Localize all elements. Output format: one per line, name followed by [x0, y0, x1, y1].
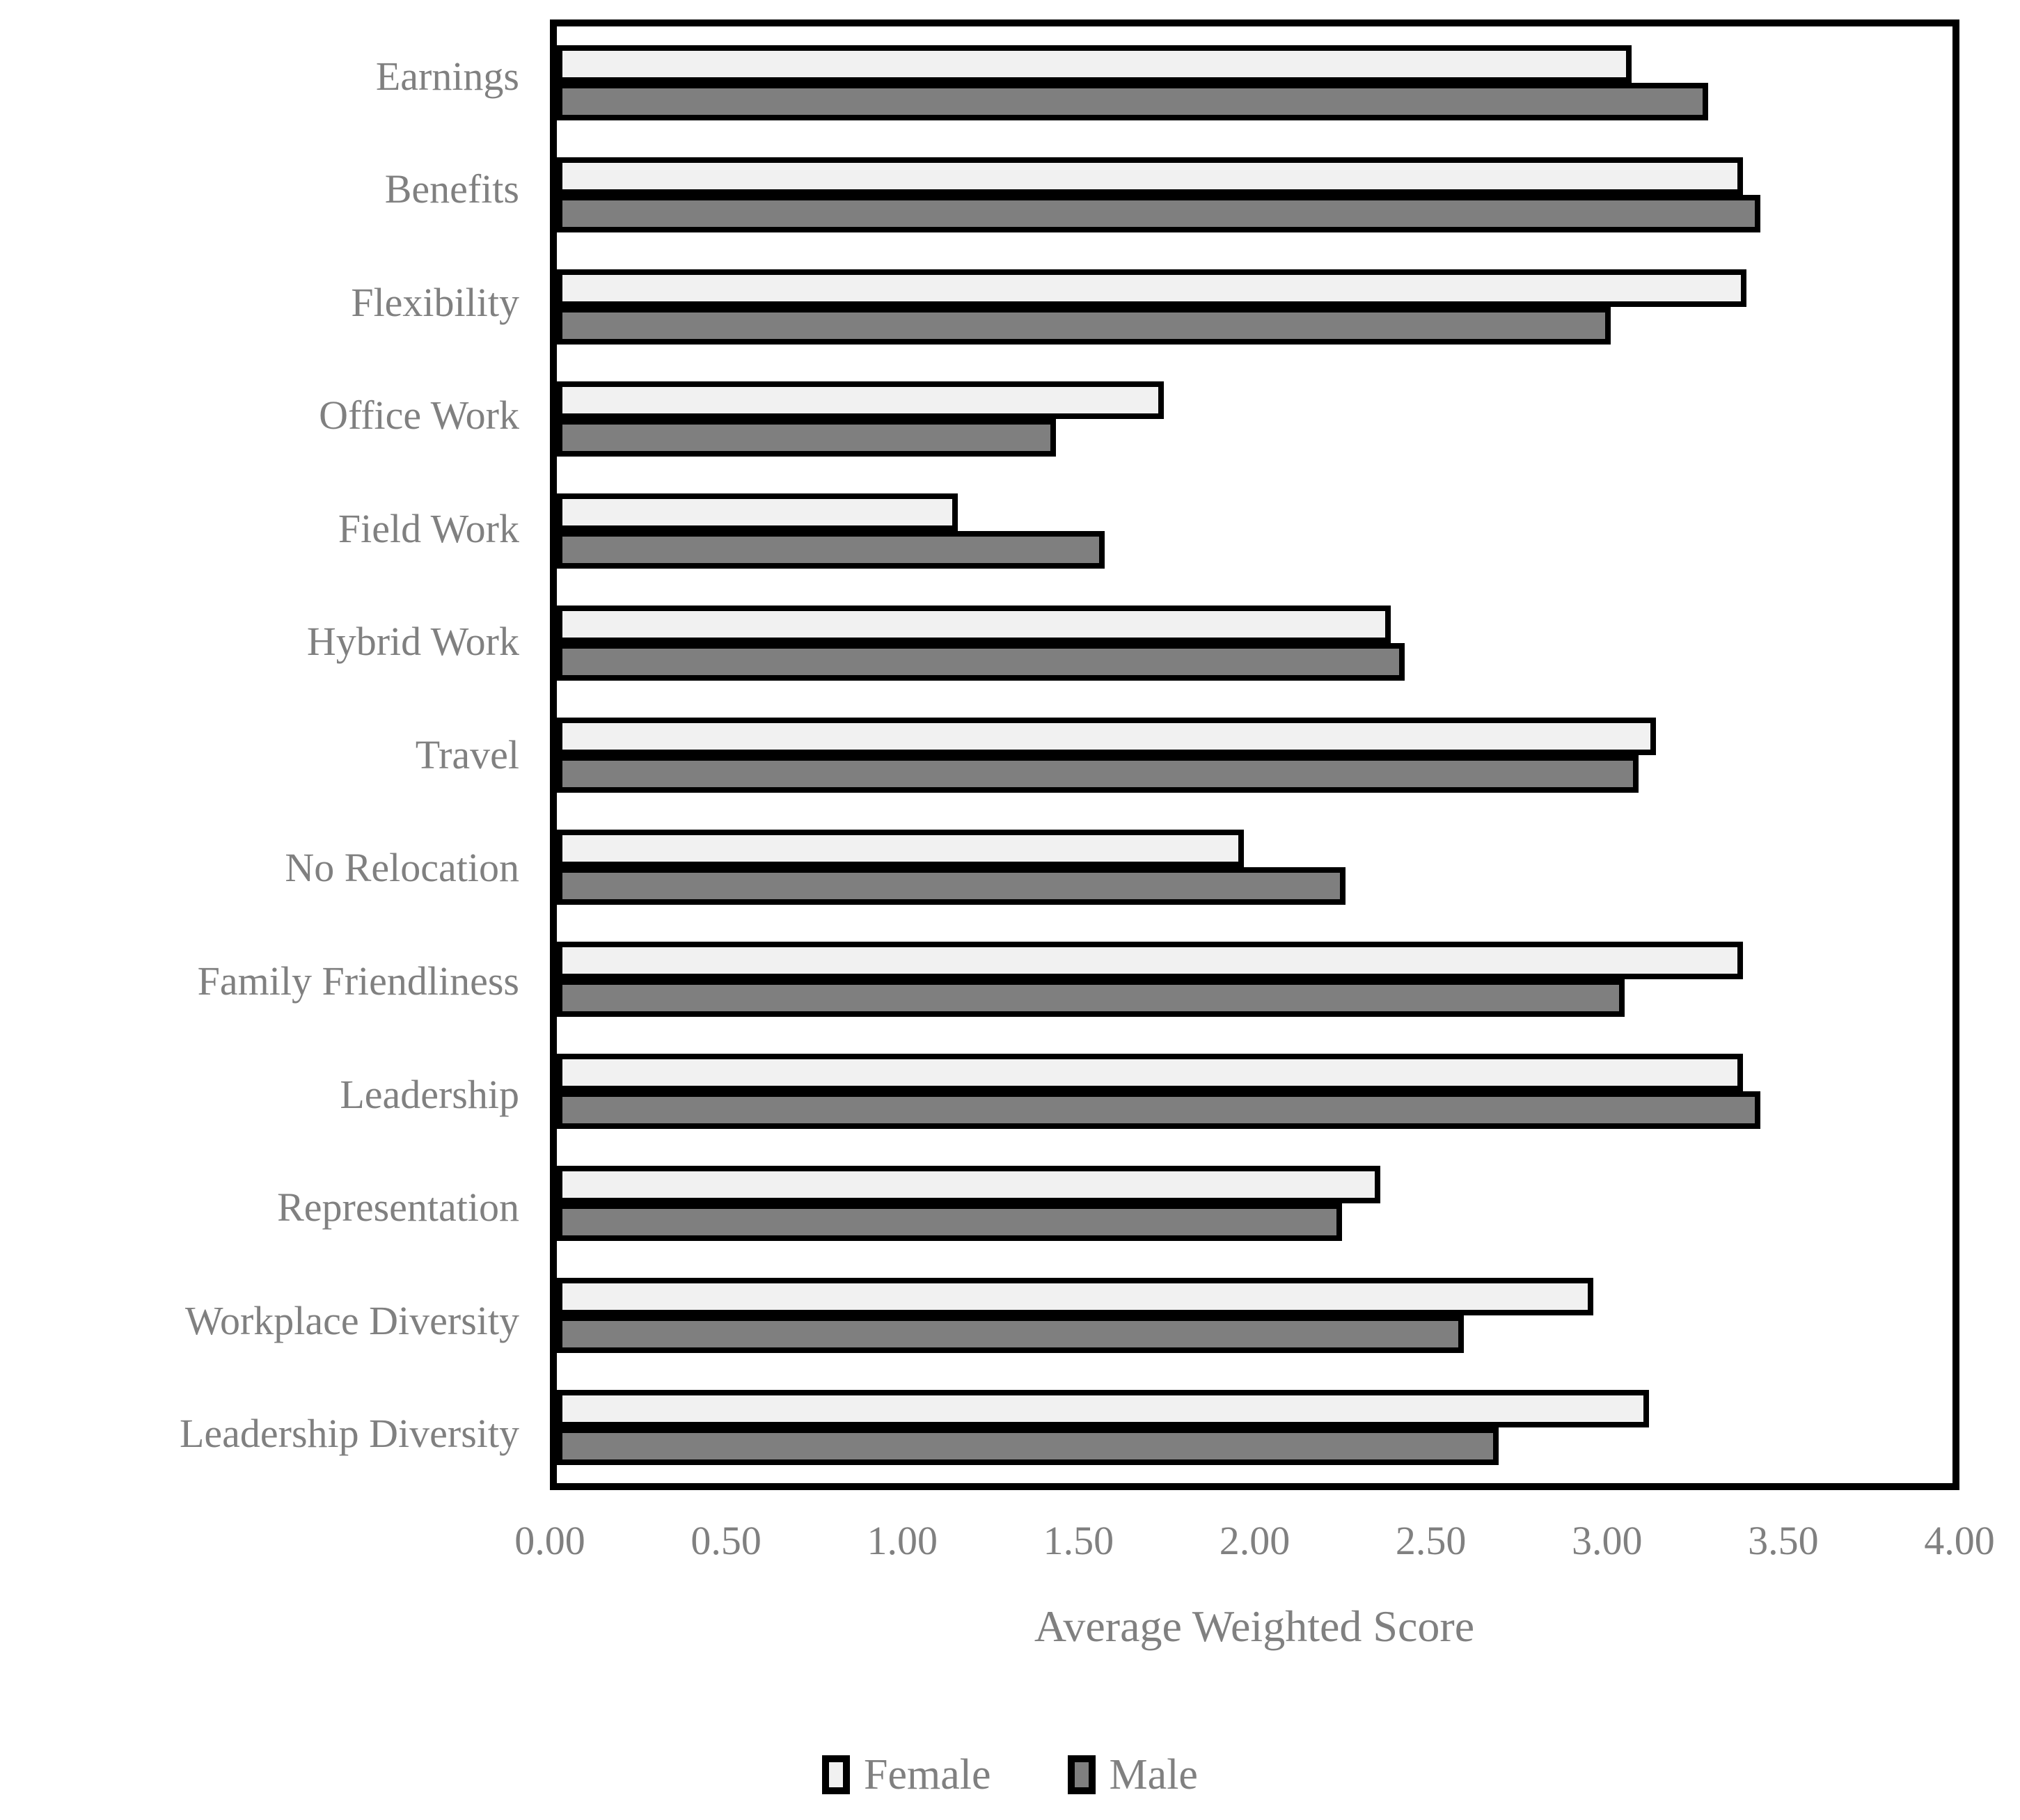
- male-bar: [557, 418, 1056, 457]
- male-bar: [557, 1315, 1465, 1353]
- bar-rows: [557, 26, 1952, 1483]
- category-label: Leadership Diversity: [179, 1411, 519, 1457]
- x-tick-label: 2.50: [1395, 1518, 1467, 1563]
- male-bar: [557, 82, 1709, 120]
- male-bar: [557, 754, 1639, 793]
- male-bar: [557, 306, 1611, 345]
- legend-label-male: Male: [1109, 1750, 1198, 1798]
- female-legend-swatch: [822, 1755, 851, 1794]
- male-bar: [557, 1091, 1761, 1129]
- category-row: [557, 1147, 1952, 1259]
- female-bar: [557, 717, 1656, 755]
- female-bar: [557, 1053, 1744, 1091]
- category-row: [557, 1371, 1952, 1483]
- category-axis: Earnings Benefits Flexibility Office Work Fi…: [0, 19, 529, 1490]
- category-label: Travel: [415, 731, 519, 777]
- x-tick-label: 1.00: [867, 1518, 938, 1563]
- female-bar: [557, 941, 1744, 979]
- female-bar: [557, 45, 1632, 83]
- category-label: Representation: [277, 1185, 519, 1231]
- category-label: Family Friendliness: [197, 958, 519, 1004]
- female-bar: [557, 1165, 1380, 1203]
- male-bar: [557, 867, 1346, 905]
- x-tick-label: 0.50: [691, 1518, 762, 1563]
- category-row: [557, 251, 1952, 363]
- category-label: Workplace Diversity: [184, 1297, 519, 1343]
- legend-label-female: Female: [864, 1750, 991, 1798]
- female-bar: [557, 1277, 1593, 1315]
- category-label: Leadership: [340, 1071, 519, 1117]
- female-bar: [557, 829, 1245, 867]
- x-tick-label: 4.00: [1924, 1518, 1995, 1563]
- legend-item-male: Male: [1067, 1750, 1198, 1800]
- male-bar: [557, 194, 1761, 232]
- legend-item-female: Female: [822, 1750, 991, 1800]
- x-axis-title: Average Weighted Score: [1034, 1601, 1475, 1651]
- female-bar: [557, 1389, 1649, 1427]
- category-row: [557, 699, 1952, 811]
- x-tick-label: 3.50: [1748, 1518, 1819, 1563]
- category-row: [557, 475, 1952, 587]
- category-label: Earnings: [375, 53, 519, 99]
- x-tick-label: 2.00: [1219, 1518, 1291, 1563]
- category-row: [557, 26, 1952, 139]
- female-bar: [557, 493, 958, 531]
- category-row: [557, 1259, 1952, 1371]
- x-tick-label: 3.00: [1572, 1518, 1643, 1563]
- category-row: [557, 811, 1952, 923]
- male-bar: [557, 1203, 1342, 1241]
- male-bar: [557, 642, 1405, 681]
- male-bar: [557, 530, 1105, 569]
- male-bar: [557, 1427, 1499, 1465]
- x-axis-ticks: 0.00 0.50 1.00 1.50 2.00 2.50 3.00 3.50 4.00: [0, 1517, 2020, 1573]
- category-label: Field Work: [338, 505, 519, 551]
- category-row: [557, 923, 1952, 1035]
- female-bar: [557, 605, 1391, 643]
- category-row: [557, 1035, 1952, 1147]
- x-tick-label: 1.50: [1043, 1518, 1114, 1563]
- female-bar: [557, 269, 1747, 307]
- legend: Female Male: [0, 1740, 2020, 1810]
- male-legend-swatch: [1067, 1755, 1096, 1794]
- category-label: Office Work: [319, 393, 519, 438]
- x-tick-label: 0.00: [514, 1518, 585, 1563]
- category-label: Hybrid Work: [306, 619, 519, 665]
- category-row: [557, 139, 1952, 251]
- plot-area: [550, 19, 1959, 1490]
- female-bar: [557, 157, 1744, 195]
- category-row: [557, 587, 1952, 699]
- male-bar: [557, 979, 1625, 1017]
- female-bar: [557, 381, 1165, 419]
- category-label: Benefits: [384, 166, 519, 212]
- category-label: Flexibility: [351, 279, 519, 325]
- category-label: No Relocation: [285, 845, 519, 891]
- category-row: [557, 363, 1952, 475]
